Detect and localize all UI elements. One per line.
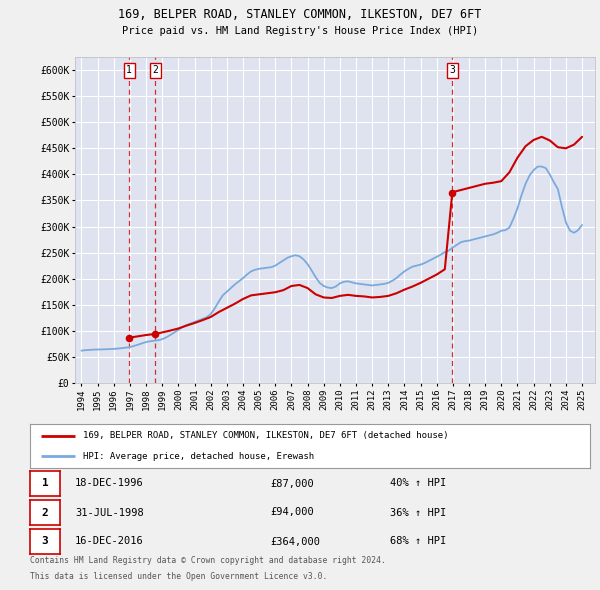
- Text: 68% ↑ HPI: 68% ↑ HPI: [390, 536, 446, 546]
- Text: Price paid vs. HM Land Registry's House Price Index (HPI): Price paid vs. HM Land Registry's House …: [122, 26, 478, 36]
- Text: This data is licensed under the Open Government Licence v3.0.: This data is licensed under the Open Gov…: [30, 572, 328, 581]
- Text: 18-DEC-1996: 18-DEC-1996: [75, 478, 144, 489]
- Text: 36% ↑ HPI: 36% ↑ HPI: [390, 507, 446, 517]
- Text: £94,000: £94,000: [270, 507, 314, 517]
- Text: 1: 1: [127, 65, 132, 75]
- Text: 16-DEC-2016: 16-DEC-2016: [75, 536, 144, 546]
- Text: £364,000: £364,000: [270, 536, 320, 546]
- Text: 3: 3: [41, 536, 49, 546]
- Text: Contains HM Land Registry data © Crown copyright and database right 2024.: Contains HM Land Registry data © Crown c…: [30, 556, 386, 565]
- Text: 1: 1: [41, 478, 49, 489]
- Text: 169, BELPER ROAD, STANLEY COMMON, ILKESTON, DE7 6FT (detached house): 169, BELPER ROAD, STANLEY COMMON, ILKEST…: [83, 431, 449, 440]
- Text: 2: 2: [41, 507, 49, 517]
- Text: 40% ↑ HPI: 40% ↑ HPI: [390, 478, 446, 489]
- Text: 2: 2: [152, 65, 158, 75]
- Text: £87,000: £87,000: [270, 478, 314, 489]
- Text: 3: 3: [449, 65, 455, 75]
- Text: 169, BELPER ROAD, STANLEY COMMON, ILKESTON, DE7 6FT: 169, BELPER ROAD, STANLEY COMMON, ILKEST…: [118, 8, 482, 21]
- Text: 31-JUL-1998: 31-JUL-1998: [75, 507, 144, 517]
- Text: HPI: Average price, detached house, Erewash: HPI: Average price, detached house, Erew…: [83, 451, 314, 461]
